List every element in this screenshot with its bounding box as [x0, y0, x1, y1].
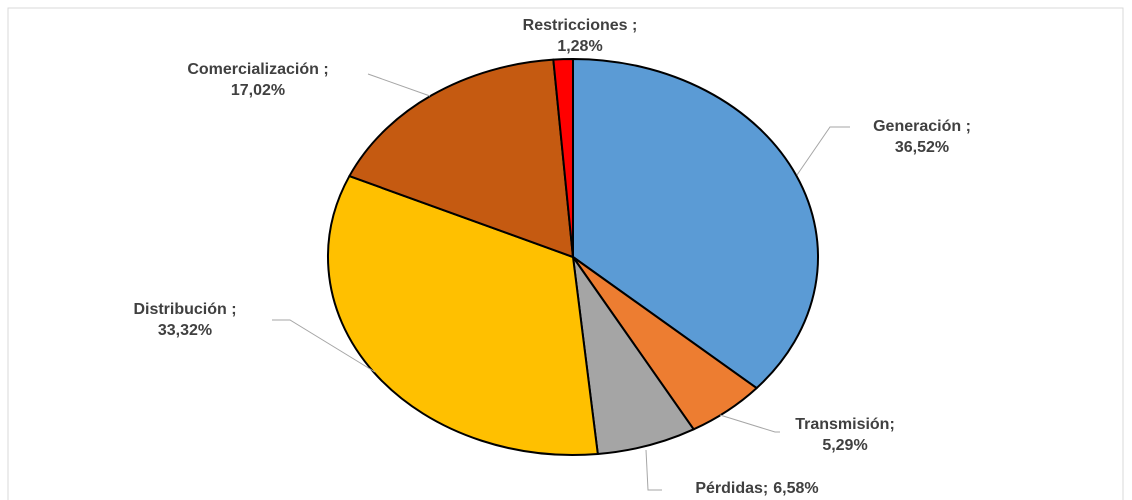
leader-line: [645, 449, 662, 491]
pie-slice: [327, 175, 599, 456]
value-label: 36,52%: [895, 139, 949, 156]
category-label: Restricciones ;: [523, 17, 638, 34]
data-label: Generación ; 36,52%: [873, 118, 971, 156]
data-label: Pérdidas; 6,58%: [695, 480, 818, 497]
category-label: Transmisión;: [795, 416, 895, 433]
value-label: 17,02%: [231, 82, 285, 99]
leader-line: [719, 414, 780, 433]
leader-line: [367, 73, 431, 97]
value-label: 1,28%: [557, 38, 602, 55]
data-label: Transmisión; 5,29%: [795, 416, 895, 454]
category-label: Generación ;: [873, 118, 971, 135]
data-label: Comercialización ; 17,02%: [187, 61, 328, 99]
pie-slice: [552, 58, 574, 258]
value-label: 5,29%: [822, 437, 867, 454]
value-label: 6,58%: [773, 480, 818, 497]
leader-line: [796, 126, 850, 176]
category-label: Comercialización ;: [187, 61, 328, 78]
pie-slice: [348, 58, 574, 258]
chart-frame: [7, 7, 1124, 500]
leader-line: [272, 319, 376, 373]
data-label: Restricciones ; 1,28%: [523, 17, 638, 55]
data-label: Distribución ; 33,32%: [133, 301, 236, 339]
value-label: 33,32%: [158, 322, 212, 339]
category-label: Distribución ;: [133, 301, 236, 318]
pie-slice: [572, 58, 819, 390]
category-label: Pérdidas;: [695, 480, 768, 497]
